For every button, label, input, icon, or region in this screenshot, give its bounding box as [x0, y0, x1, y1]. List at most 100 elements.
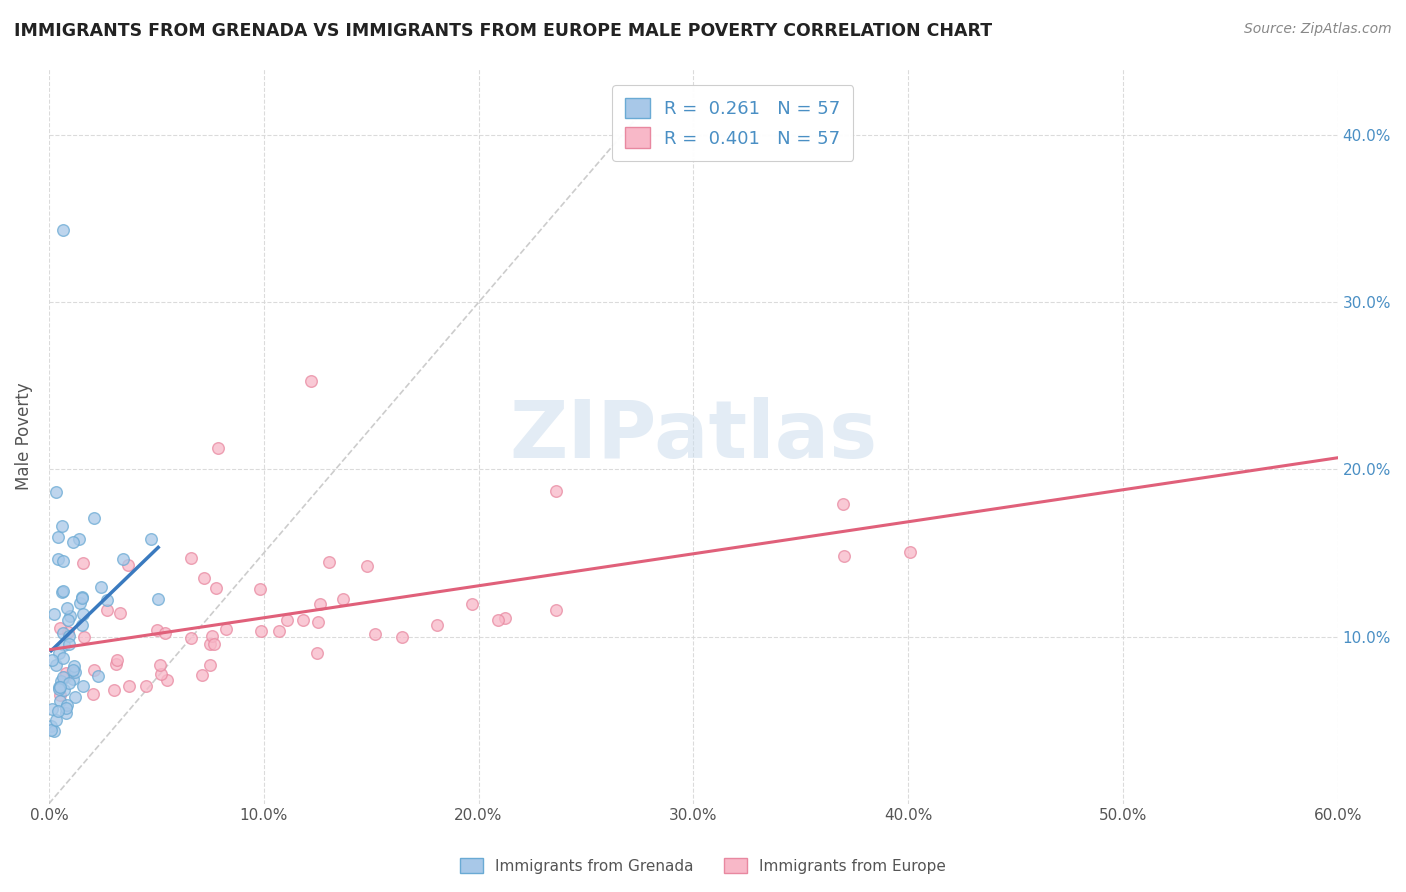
- Point: [153, 626, 176, 640]
- Point: [55, 701, 77, 715]
- Point: [48, 621, 70, 635]
- Point: [486, 613, 509, 627]
- Point: [49, 673, 72, 688]
- Point: [332, 591, 354, 606]
- Point: [72, 556, 94, 570]
- Point: [70, 618, 93, 632]
- Point: [70, 590, 93, 604]
- Point: [67, 533, 90, 547]
- Point: [180, 551, 202, 566]
- Point: [48, 688, 70, 702]
- Point: [103, 682, 125, 697]
- Point: [307, 646, 329, 660]
- Point: [55, 706, 77, 720]
- Point: [63, 659, 86, 673]
- Point: [105, 652, 128, 666]
- Point: [90, 581, 112, 595]
- Point: [52, 682, 75, 697]
- Legend: Immigrants from Grenada, Immigrants from Europe: Immigrants from Grenada, Immigrants from…: [454, 852, 952, 880]
- Point: [299, 374, 322, 388]
- Point: [52, 584, 75, 599]
- Point: [44, 607, 66, 621]
- Point: [149, 657, 172, 672]
- Point: [58, 676, 80, 690]
- Point: [82, 687, 104, 701]
- Point: [49, 694, 72, 708]
- Point: [269, 624, 291, 638]
- Point: [42, 723, 65, 738]
- Point: [51, 585, 73, 599]
- Point: [356, 559, 378, 574]
- Point: [41, 653, 63, 667]
- Point: [87, 669, 110, 683]
- Point: [249, 582, 271, 597]
- Point: [146, 623, 169, 637]
- Point: [72, 679, 94, 693]
- Text: ZIPatlas: ZIPatlas: [509, 397, 877, 475]
- Point: [63, 690, 86, 704]
- Point: [52, 223, 75, 237]
- Point: [45, 485, 67, 500]
- Point: [201, 629, 224, 643]
- Point: [426, 618, 449, 632]
- Point: [60, 665, 83, 679]
- Point: [205, 582, 228, 596]
- Point: [58, 629, 80, 643]
- Point: [307, 615, 329, 630]
- Point: [70, 591, 93, 605]
- Point: [46, 552, 69, 566]
- Point: [249, 624, 271, 638]
- Point: [48, 681, 70, 696]
- Point: [62, 672, 84, 686]
- Point: [135, 680, 157, 694]
- Point: [41, 701, 63, 715]
- Point: [73, 630, 96, 644]
- Point: [831, 497, 853, 511]
- Point: [46, 704, 69, 718]
- Point: [52, 669, 75, 683]
- Point: [51, 518, 73, 533]
- Point: [59, 608, 82, 623]
- Point: [191, 668, 214, 682]
- Point: [291, 613, 314, 627]
- Point: [546, 603, 568, 617]
- Point: [180, 631, 202, 645]
- Point: [58, 637, 80, 651]
- Point: [45, 657, 67, 672]
- Point: [494, 611, 516, 625]
- Point: [52, 650, 75, 665]
- Point: [53, 670, 76, 684]
- Point: [55, 601, 77, 615]
- Point: [56, 698, 79, 712]
- Point: [62, 663, 84, 677]
- Point: [39, 718, 62, 732]
- Point: [69, 596, 91, 610]
- Point: [139, 532, 162, 546]
- Point: [198, 637, 221, 651]
- Point: [48, 681, 70, 695]
- Point: [898, 545, 921, 559]
- Point: [45, 713, 67, 727]
- Point: [193, 572, 215, 586]
- Point: [148, 592, 170, 607]
- Point: [207, 442, 229, 456]
- Point: [56, 624, 79, 639]
- Point: [832, 549, 855, 563]
- Point: [364, 627, 387, 641]
- Point: [62, 534, 84, 549]
- Text: Source: ZipAtlas.com: Source: ZipAtlas.com: [1244, 22, 1392, 37]
- Point: [202, 637, 225, 651]
- Point: [461, 598, 484, 612]
- Point: [150, 667, 173, 681]
- Point: [215, 622, 238, 636]
- Point: [55, 666, 77, 681]
- Point: [83, 510, 105, 524]
- Point: [96, 593, 118, 607]
- Point: [72, 607, 94, 621]
- Point: [112, 552, 135, 566]
- Point: [46, 530, 69, 544]
- Point: [104, 657, 127, 672]
- Point: [83, 663, 105, 677]
- Point: [63, 665, 86, 680]
- Legend: R =  0.261   N = 57, R =  0.401   N = 57: R = 0.261 N = 57, R = 0.401 N = 57: [612, 85, 853, 161]
